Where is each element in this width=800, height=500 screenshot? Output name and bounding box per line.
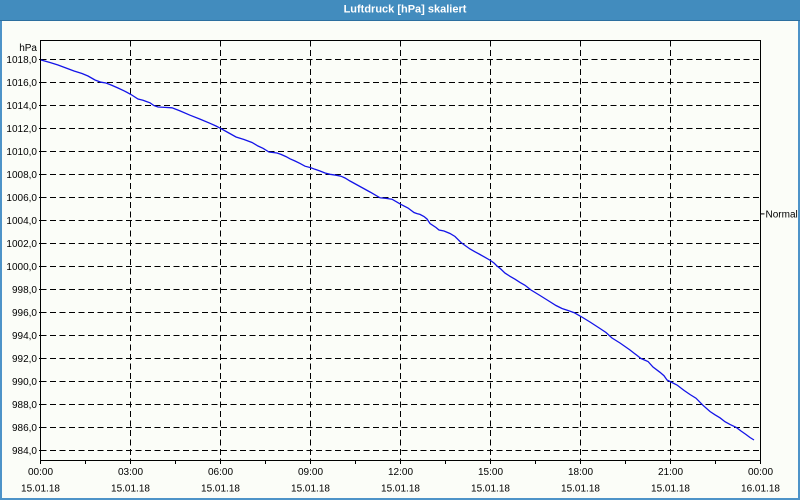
svg-text:15.01.18: 15.01.18 [111, 484, 150, 495]
svg-text:00:00: 00:00 [748, 467, 773, 478]
svg-text:06:00: 06:00 [208, 467, 233, 478]
svg-text:1006,0: 1006,0 [6, 193, 37, 204]
svg-text:1010,0: 1010,0 [6, 147, 37, 158]
svg-text:996,0: 996,0 [12, 308, 37, 319]
svg-text:15.01.18: 15.01.18 [471, 484, 510, 495]
svg-text:15.01.18: 15.01.18 [381, 484, 420, 495]
svg-text:1000,0: 1000,0 [6, 262, 37, 273]
svg-text:Luftdruck [hPa] skaliert: Luftdruck [hPa] skaliert [344, 4, 467, 16]
svg-text:984,0: 984,0 [12, 446, 37, 457]
svg-text:21:00: 21:00 [658, 467, 683, 478]
svg-text:1016,0: 1016,0 [6, 78, 37, 89]
svg-text:1018,0: 1018,0 [6, 55, 37, 66]
svg-text:03:00: 03:00 [118, 467, 143, 478]
svg-text:998,0: 998,0 [12, 285, 37, 296]
svg-text:1002,0: 1002,0 [6, 239, 37, 250]
svg-text:988,0: 988,0 [12, 400, 37, 411]
svg-text:16.01.18: 16.01.18 [741, 484, 780, 495]
svg-text:15.01.18: 15.01.18 [201, 484, 240, 495]
svg-text:1014,0: 1014,0 [6, 101, 37, 112]
svg-text:09:00: 09:00 [298, 467, 323, 478]
svg-text:12:00: 12:00 [388, 467, 413, 478]
svg-text:1004,0: 1004,0 [6, 216, 37, 227]
svg-text:994,0: 994,0 [12, 331, 37, 342]
svg-text:992,0: 992,0 [12, 354, 37, 365]
svg-text:Normal: Normal [766, 209, 798, 220]
svg-text:15.01.18: 15.01.18 [21, 484, 60, 495]
svg-text:15.01.18: 15.01.18 [291, 484, 330, 495]
svg-text:00:00: 00:00 [28, 467, 53, 478]
svg-text:15.01.18: 15.01.18 [561, 484, 600, 495]
svg-text:15.01.18: 15.01.18 [651, 484, 690, 495]
svg-text:1012,0: 1012,0 [6, 124, 37, 135]
svg-text:18:00: 18:00 [568, 467, 593, 478]
svg-text:990,0: 990,0 [12, 377, 37, 388]
svg-text:hPa: hPa [19, 43, 37, 54]
svg-text:15:00: 15:00 [478, 467, 503, 478]
svg-text:1008,0: 1008,0 [6, 170, 37, 181]
svg-text:986,0: 986,0 [12, 423, 37, 434]
